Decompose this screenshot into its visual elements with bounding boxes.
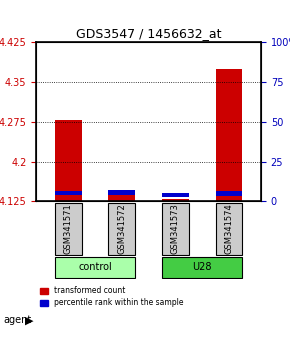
FancyBboxPatch shape [215,202,242,255]
Text: GSM341574: GSM341574 [224,203,233,254]
FancyBboxPatch shape [55,257,135,278]
FancyBboxPatch shape [55,202,82,255]
Text: GSM341571: GSM341571 [64,203,73,254]
Bar [162,193,189,197]
Bar [55,191,82,195]
Bar [55,120,82,201]
Text: control: control [78,262,112,272]
Text: GSM341573: GSM341573 [171,203,180,254]
Text: agent: agent [3,315,31,325]
Bar [108,192,135,201]
Bar [215,69,242,201]
FancyBboxPatch shape [108,202,135,255]
Text: GSM341572: GSM341572 [117,203,126,254]
FancyBboxPatch shape [162,257,242,278]
Text: U28: U28 [192,262,212,272]
FancyBboxPatch shape [162,202,189,255]
Bar [215,192,242,196]
Bar [108,190,135,195]
Title: GDS3547 / 1456632_at: GDS3547 / 1456632_at [76,27,221,40]
Legend: transformed count, percentile rank within the sample: transformed count, percentile rank withi… [40,286,183,307]
Bar [162,199,189,201]
Text: ▶: ▶ [25,315,33,325]
